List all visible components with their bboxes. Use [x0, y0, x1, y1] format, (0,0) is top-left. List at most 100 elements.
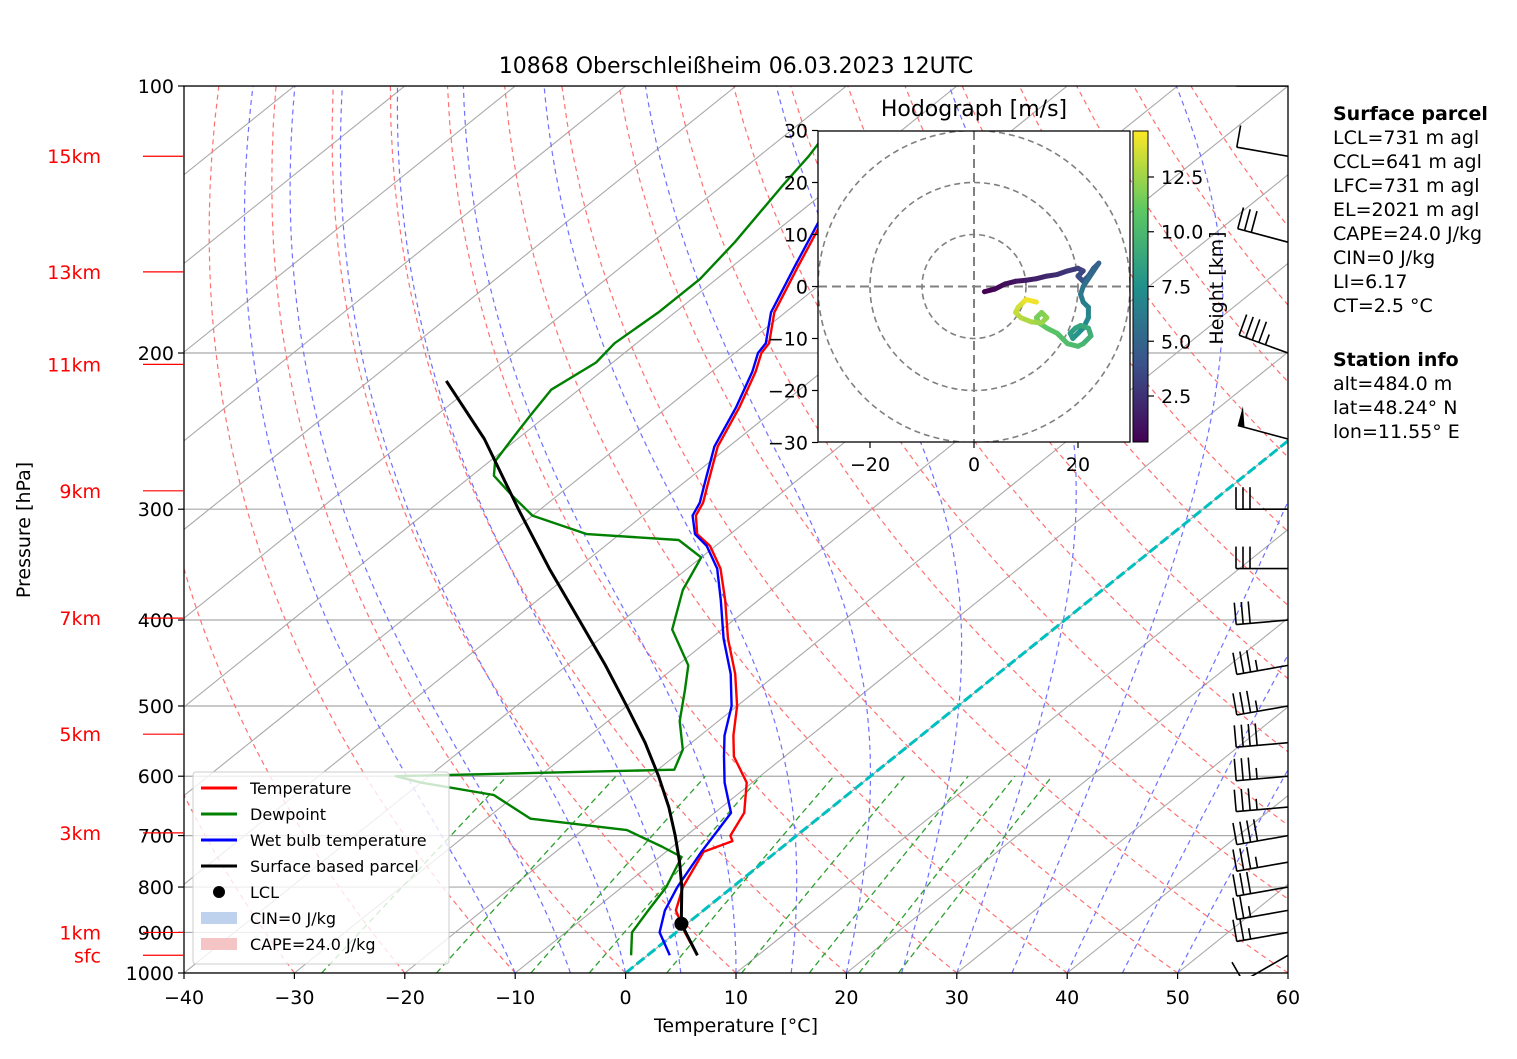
wind-barb — [1236, 207, 1289, 243]
isotherm-line — [184, 86, 958, 708]
isotherm-line — [184, 86, 626, 442]
wind-barb — [1232, 896, 1289, 921]
legend-box — [192, 771, 450, 965]
colorbar-tick-label: 7.5 — [1161, 277, 1191, 299]
hodograph-y-tick-label: 30 — [784, 121, 808, 143]
moist-adiabat-line — [543, 86, 798, 973]
x-tick-label: 40 — [1055, 987, 1079, 1009]
colorbar-tick-label: 5.0 — [1161, 331, 1191, 353]
axes: −40 −30 −20 −10 0 10 20 30 40 50 60100090080070060… — [47, 76, 1300, 1009]
temperature-profile-line — [674, 132, 872, 956]
x-tick-label: 30 — [945, 987, 969, 1009]
dewpoint-profile-line — [394, 132, 828, 956]
dry-adiabat-line — [961, 86, 1288, 533]
height-label: 15km — [47, 146, 101, 168]
legend-label: Surface based parcel — [250, 857, 419, 876]
moist-adiabat-line — [339, 86, 627, 973]
x-axis-label: Temperature [°C] — [653, 1015, 818, 1037]
dry-adiabat-line — [504, 86, 1068, 973]
chart-title: 10868 Oberschleißheim 06.03.2023 12UTC — [499, 54, 974, 79]
hodograph-trace-segment — [1023, 297, 1039, 305]
legend-label: Temperature — [249, 779, 351, 798]
hodograph-y-tick-label: 20 — [784, 173, 808, 195]
y-axis-label: Pressure [hPa] — [13, 462, 35, 598]
mixing-ratio-line — [436, 775, 617, 973]
y-tick-label: 500 — [138, 696, 174, 718]
wind-barb — [1232, 871, 1289, 897]
mixing-ratio-line — [858, 775, 1016, 973]
hodograph-x-tick-label: 20 — [1066, 454, 1090, 476]
parcel-profile-line — [445, 380, 699, 956]
mixing-ratio-line — [808, 775, 969, 973]
x-tick-label: 20 — [834, 987, 858, 1009]
dry-adiabat-line — [331, 86, 737, 973]
dry-adiabat-line — [271, 86, 627, 973]
height-label: 5km — [59, 724, 101, 746]
hodograph-y-tick-label: 10 — [784, 225, 808, 247]
height-label: 1km — [59, 922, 101, 944]
colorbar-tick-label: 12.5 — [1161, 167, 1203, 189]
x-tick-label: 50 — [1166, 987, 1190, 1009]
legend-item: CIN=0 J/kg — [201, 909, 336, 928]
mixing-ratio-line — [666, 775, 835, 973]
moist-adiabat-line — [396, 86, 682, 973]
y-tick-label: 300 — [138, 499, 174, 521]
isotherm-line — [184, 86, 737, 531]
y-tick-label: 400 — [138, 610, 174, 632]
legend-label: LCL — [250, 883, 279, 902]
surface-parcel-line: EL=2021 m agl — [1333, 199, 1480, 221]
wind-barbs — [1231, 86, 1289, 976]
hodograph-colorbar — [1132, 130, 1149, 443]
lcl-marker — [674, 916, 689, 931]
x-tick-label: 10 — [724, 987, 748, 1009]
dry-adiabat-line — [732, 86, 1288, 826]
dry-adiabat-line — [1018, 86, 1288, 459]
wind-barb — [1237, 406, 1289, 440]
x-tick-label: −30 — [274, 987, 314, 1009]
wind-barb — [1233, 601, 1289, 626]
colorbar-label: Height [km] — [1206, 231, 1228, 344]
dry-adiabat-line — [618, 86, 1288, 973]
mixing-ratio-line — [897, 775, 1053, 973]
legend-item: Dewpoint — [201, 805, 326, 824]
wind-barb — [1231, 954, 1289, 976]
x-tick-label: 0 — [620, 987, 632, 1009]
hodograph-x-tick-label: −20 — [850, 454, 890, 476]
station-info-panel: Station info alt=484.0 m lat=48.24° N lo… — [1333, 348, 1460, 444]
station-info-line: lon=11.55° E — [1333, 421, 1460, 443]
surface-parcel-header: Surface parcel — [1333, 103, 1488, 125]
surface-parcel-line: LI=6.17 — [1333, 271, 1408, 293]
isotherm-line — [184, 86, 847, 619]
wind-barb — [1232, 918, 1289, 943]
isotherm-line — [294, 173, 1288, 973]
hodograph-y-tick-label: 0 — [796, 277, 808, 299]
hodograph-y-tick-label: −20 — [768, 381, 808, 403]
dry-adiabat-line — [389, 86, 847, 973]
hodograph: Hodograph [m/s] −20 0 20 30 20 10 0 −10 −20 −30 2… — [768, 97, 1228, 476]
isotherm-line — [956, 706, 1288, 973]
height-label: 13km — [47, 262, 101, 284]
x-tick-label: −20 — [385, 987, 425, 1009]
zero-isotherm-line — [624, 438, 1288, 973]
wind-barb — [1232, 690, 1289, 716]
legend-item: Surface based parcel — [201, 857, 419, 876]
y-tick-label: 700 — [138, 826, 174, 848]
x-tick-label: −10 — [495, 987, 535, 1009]
moist-adiabat-line — [644, 86, 871, 973]
moist-adiabat-line — [289, 86, 571, 973]
x-tick-label: −40 — [164, 987, 204, 1009]
surface-parcel-panel: Surface parcel LCL=731 m agl CCL=641 m a… — [1333, 102, 1488, 318]
moist-adiabat-line — [243, 86, 516, 973]
moist-adiabat-line — [462, 86, 737, 973]
height-label: 7km — [59, 608, 101, 630]
y-tick-label: 800 — [138, 877, 174, 899]
moist-adiabat-line — [1011, 86, 1224, 973]
y-tick-label: 900 — [138, 922, 174, 944]
surface-parcel-line: LFC=731 m agl — [1333, 175, 1480, 197]
station-info-line: alt=484.0 m — [1333, 373, 1453, 395]
legend-item: Temperature — [201, 779, 351, 798]
hodograph-title: Hodograph [m/s] — [881, 97, 1067, 122]
legend-item: Wet bulb temperature — [201, 831, 427, 850]
moist-adiabat-line — [1066, 499, 1288, 973]
